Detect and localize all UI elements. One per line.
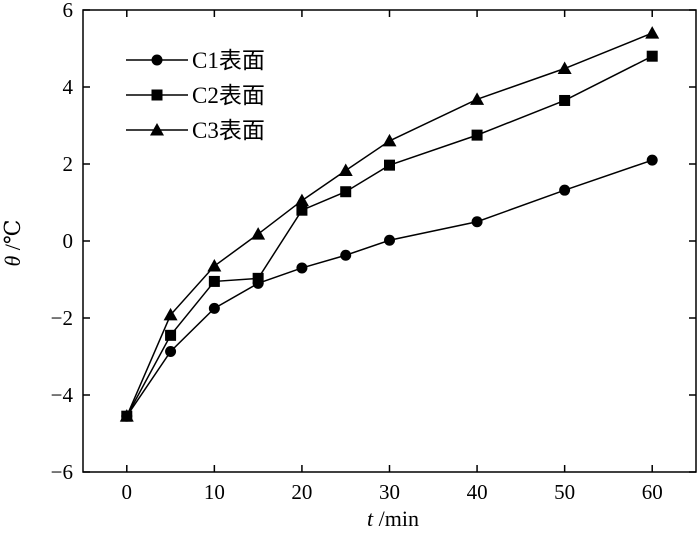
data-point-circle	[646, 154, 658, 166]
data-point-circle	[340, 249, 352, 261]
data-point-square	[471, 129, 483, 141]
y-axis-variable: θ	[0, 256, 25, 267]
x-axis-variable: t	[367, 506, 374, 531]
x-tick-label: 30	[379, 480, 400, 504]
y-tick-label: −6	[51, 460, 73, 484]
x-tick-label: 20	[291, 480, 312, 504]
series-line-2	[126, 55, 653, 417]
legend: C1表面 C2表面 C3表面	[126, 48, 265, 143]
x-tick-label: 40	[467, 480, 488, 504]
data-point-triangle	[163, 307, 178, 321]
x-axis-label: t /min	[367, 506, 419, 531]
data-point-square	[340, 186, 352, 198]
legend-label: C2表面	[192, 83, 265, 108]
legend-label: C1表面	[192, 48, 265, 73]
x-tick-label: 50	[554, 480, 575, 504]
y-tick-label: 0	[63, 229, 74, 253]
data-point-triangle	[338, 163, 353, 177]
data-point-circle	[208, 302, 220, 314]
y-axis-label: θ /℃	[0, 219, 25, 266]
data-point-circle	[165, 345, 177, 357]
series-lines	[126, 32, 653, 417]
y-tick-label: 6	[63, 0, 74, 22]
data-point-triangle	[294, 193, 309, 207]
data-point-square	[208, 275, 220, 287]
x-tick-label: 10	[204, 480, 225, 504]
legend-marker-circle	[151, 54, 163, 66]
y-tick-label: 2	[63, 152, 74, 176]
data-point-square	[559, 94, 571, 106]
series-line-1	[126, 159, 653, 417]
x-tick-label: 0	[122, 480, 133, 504]
y-tick-label: −2	[51, 306, 73, 330]
data-point-circle	[471, 216, 483, 228]
data-point-circle	[296, 262, 308, 274]
data-point-square	[296, 204, 308, 216]
legend-marker-triangle	[150, 123, 164, 136]
data-point-circle	[384, 234, 395, 246]
data-point-triangle	[207, 259, 222, 272]
data-point-square	[165, 329, 177, 341]
data-point-triangle	[645, 26, 660, 39]
data-point-triangle	[119, 409, 134, 422]
data-point-triangle	[382, 133, 397, 147]
y-tick-label: 4	[63, 75, 74, 99]
series-markers	[119, 26, 660, 422]
data-point-triangle	[470, 92, 485, 105]
data-point-square	[384, 159, 395, 171]
series-line-3	[126, 32, 653, 417]
legend-marker-square	[151, 89, 163, 101]
x-axis-unit: /min	[373, 506, 419, 531]
data-point-circle	[559, 184, 571, 196]
legend-label: C3表面	[192, 118, 265, 143]
data-point-triangle	[251, 227, 266, 240]
data-point-square	[252, 272, 264, 284]
data-point-triangle	[557, 61, 572, 75]
data-point-square	[646, 50, 658, 62]
y-axis-unit: /℃	[0, 219, 25, 255]
y-tick-label: −4	[51, 383, 74, 407]
x-tick-label: 60	[642, 480, 663, 504]
axis-ticks: 0 10 20 30 40 50 60 −6 −4 −2 0 2 4 6	[51, 0, 696, 504]
